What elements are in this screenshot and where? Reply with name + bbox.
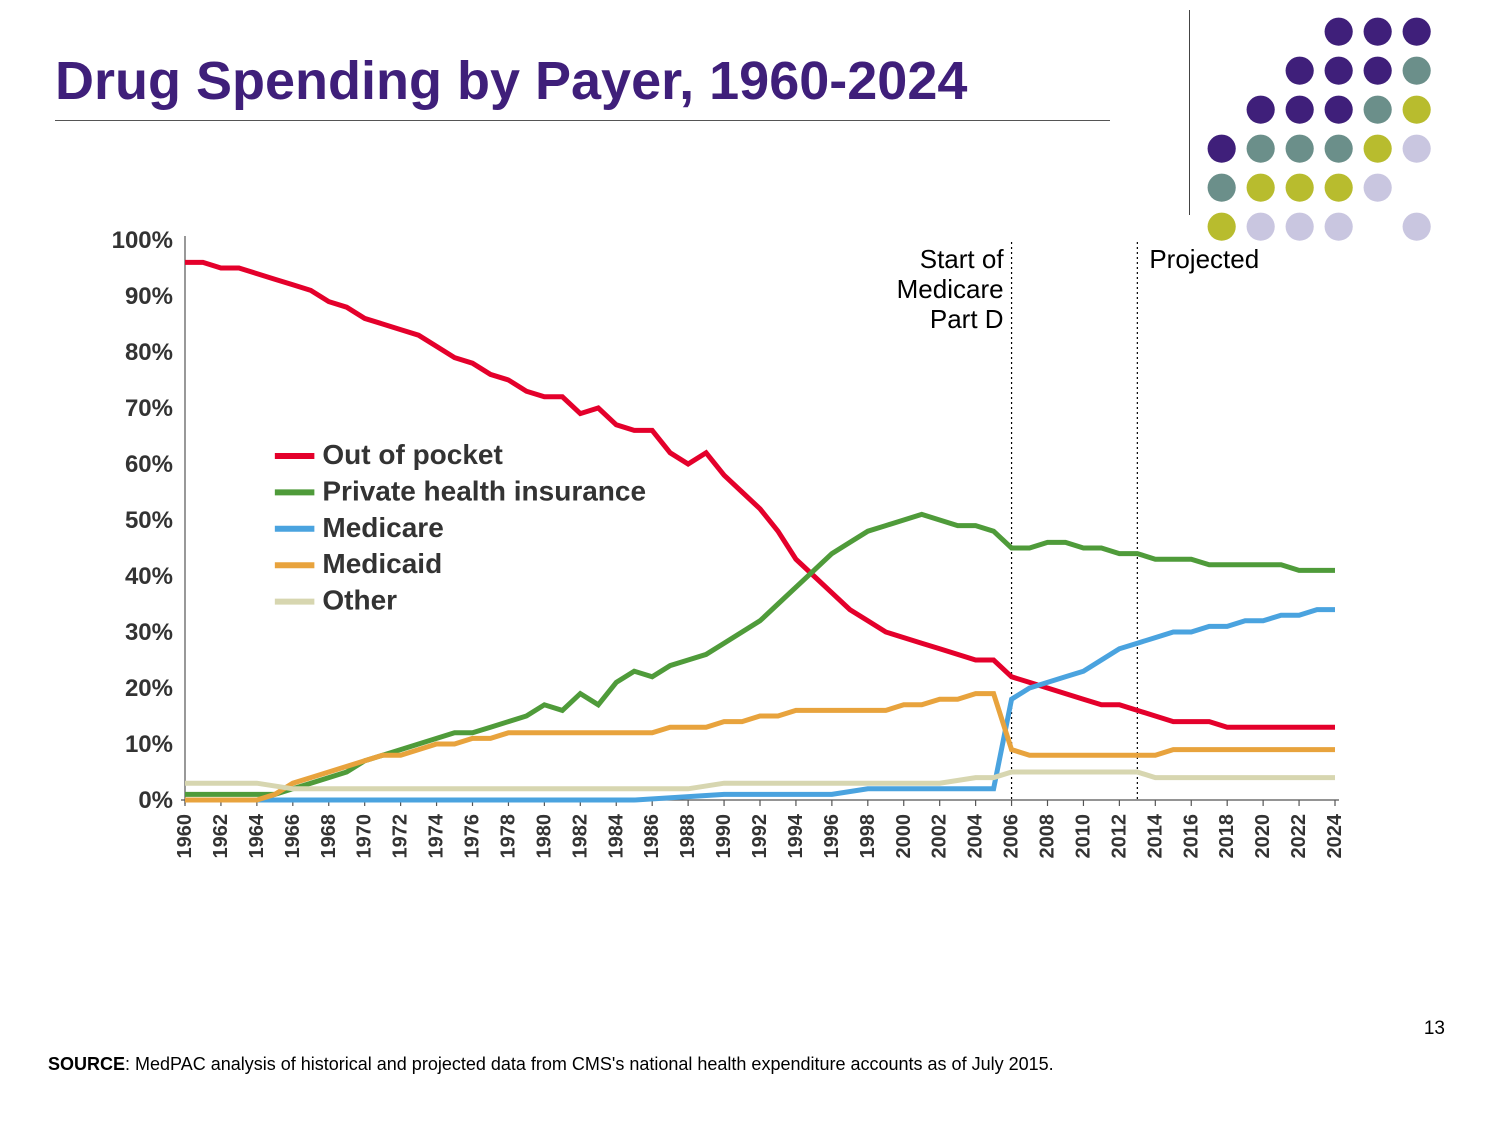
x-tick-label: 2012 (1108, 814, 1130, 859)
series-medicare (185, 610, 1335, 800)
x-tick-label: 2002 (929, 814, 951, 859)
x-tick-label: 1986 (641, 814, 663, 859)
x-tick-label: 2020 (1252, 814, 1274, 859)
x-tick-label: 2008 (1037, 814, 1059, 859)
page-title: Drug Spending by Payer, 1960-2024 (55, 50, 1110, 112)
x-tick-label: 2022 (1288, 814, 1310, 859)
x-tick-label: 1984 (605, 813, 627, 858)
x-tick-label: 1962 (210, 814, 232, 859)
legend-label: Private health insurance (322, 475, 646, 506)
x-tick-label: 1974 (426, 813, 448, 858)
page-number: 13 (1424, 1018, 1445, 1040)
y-tick-label: 60% (125, 451, 173, 478)
source-note: SOURCE: MedPAC analysis of historical an… (48, 1054, 1054, 1075)
annotation-medicare-part-d: Start of (920, 244, 1005, 274)
x-tick-label: 2010 (1072, 814, 1094, 859)
x-tick-label: 1982 (569, 814, 591, 859)
x-tick-label: 1964 (246, 813, 268, 858)
x-tick-label: 1966 (282, 814, 304, 859)
line-chart: 0% 10% 20% 30% 40% 50% 60% 70% 80% 90% 100% 1960 196… (100, 230, 1350, 910)
annotation-medicare-part-d: Medicare (897, 274, 1004, 304)
y-tick-label: 80% (125, 339, 173, 366)
y-tick-label: 50% (125, 507, 173, 534)
legend-label: Other (322, 585, 397, 616)
x-tick-label: 1992 (749, 814, 771, 859)
x-tick-label: 1970 (354, 814, 376, 859)
x-tick-label: 1978 (497, 814, 519, 859)
annotation-medicare-part-d: Part D (930, 304, 1004, 334)
chart-svg: 0% 10% 20% 30% 40% 50% 60% 70% 80% 90% 100% 1960 196… (100, 230, 1350, 910)
x-tick-label: 2000 (893, 814, 915, 859)
x-tick-label: 2018 (1216, 814, 1238, 859)
x-tick-label: 1994 (785, 813, 807, 858)
x-tick-label: 2006 (1001, 814, 1023, 859)
y-tick-label: 20% (125, 675, 173, 702)
legend-label: Medicare (322, 512, 443, 543)
x-tick-label: 2016 (1180, 814, 1202, 859)
legend-label: Medicaid (322, 548, 442, 579)
x-tick-label: 1980 (533, 814, 555, 859)
source-text: : MedPAC analysis of historical and proj… (125, 1054, 1054, 1074)
y-tick-label: 40% (125, 563, 173, 590)
y-tick-label: 30% (125, 619, 173, 646)
y-tick-label: 90% (125, 283, 173, 310)
x-tick-label: 2014 (1144, 813, 1166, 858)
x-tick-label: 1990 (713, 814, 735, 859)
annotation-projected: Projected (1149, 244, 1259, 274)
x-tick-label: 1988 (677, 814, 699, 859)
x-tick-label: 1972 (390, 814, 412, 859)
series-other (185, 772, 1335, 789)
x-tick-label: 1960 (174, 814, 196, 859)
title-rule (55, 120, 1110, 121)
x-tick-label: 1998 (857, 814, 879, 859)
x-tick-label: 2024 (1324, 813, 1346, 858)
legend-label: Out of pocket (322, 439, 502, 470)
header-divider (1189, 10, 1190, 215)
x-tick-label: 1976 (462, 814, 484, 859)
y-tick-label: 100% (112, 227, 173, 254)
y-tick-label: 10% (125, 731, 173, 758)
y-tick-label: 70% (125, 395, 173, 422)
x-tick-label: 1996 (821, 814, 843, 859)
source-prefix: SOURCE (48, 1054, 125, 1074)
x-tick-label: 2004 (965, 813, 987, 858)
y-tick-label: 0% (138, 787, 173, 814)
x-tick-label: 1968 (318, 814, 340, 859)
